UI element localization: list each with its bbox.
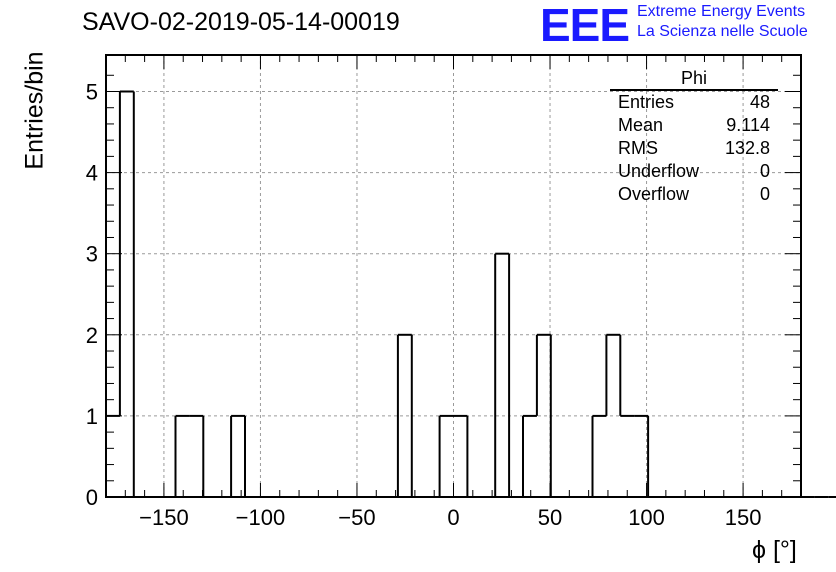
chart-title: SAVO-02-2019-05-14-00019 xyxy=(82,8,400,36)
stats-label: Entries xyxy=(618,92,675,112)
stats-row-entries: Entries 48 xyxy=(610,91,778,114)
x-tick-label: 0 xyxy=(447,505,459,530)
logo-subtitle-2: La Scienza nelle Scuole xyxy=(637,23,808,40)
y-tick-label: 3 xyxy=(86,242,98,267)
x-tick-label: 50 xyxy=(538,505,562,530)
stats-row-mean: Mean 9.114 xyxy=(610,114,778,137)
stats-label: RMS xyxy=(618,138,658,158)
x-axis-label: ϕ [°] xyxy=(752,536,797,564)
stats-title: Phi xyxy=(610,67,778,91)
stats-row-underflow: Underflow 0 xyxy=(610,160,778,183)
y-tick-label: 2 xyxy=(86,323,98,348)
stats-value: 0 xyxy=(759,161,770,181)
stats-label: Mean xyxy=(618,115,664,135)
stats-value: 9.114 xyxy=(726,115,770,135)
stats-box: Phi Entries 48 Mean 9.114 RMS 132.8 Unde… xyxy=(610,67,778,206)
stats-row-overflow: Overflow 0 xyxy=(610,183,778,206)
logo-subtitle-1: Extreme Energy Events xyxy=(637,3,806,20)
stats-value: 132.8 xyxy=(724,138,770,158)
y-tick-label: 0 xyxy=(86,485,98,510)
stats-label: Underflow xyxy=(618,161,700,181)
y-axis-label: Entries/bin xyxy=(20,51,49,170)
y-tick-label: 5 xyxy=(86,79,98,104)
y-tick-label: 1 xyxy=(86,404,98,429)
stats-label: Overflow xyxy=(618,184,690,204)
x-tick-label: −150 xyxy=(139,505,189,530)
x-tick-label: −50 xyxy=(338,505,375,530)
eee-logo: EEE xyxy=(540,0,630,51)
stats-value: 0 xyxy=(759,184,770,204)
stats-value: 48 xyxy=(749,92,770,112)
x-tick-label: 150 xyxy=(725,505,762,530)
x-tick-label: 100 xyxy=(628,505,665,530)
y-tick-label: 4 xyxy=(86,161,98,186)
x-tick-label: −100 xyxy=(236,505,286,530)
stats-row-rms: RMS 132.8 xyxy=(610,137,778,160)
